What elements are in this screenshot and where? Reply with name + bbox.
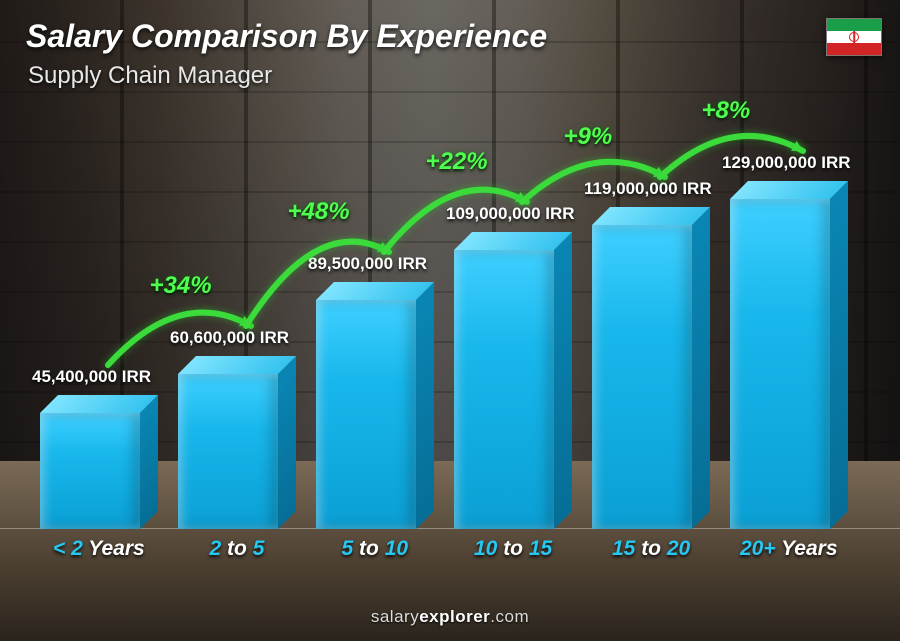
footer-attribution: salaryexplorer.com [0,607,900,627]
footer-prefix: salary [371,607,419,626]
footer-bold: explorer [419,607,490,626]
growth-percentage: +8% [702,97,751,125]
footer-suffix: .com [490,607,529,626]
page-title: Salary Comparison By Experience [26,18,547,55]
page-subtitle: Supply Chain Manager [28,62,272,90]
infographic-stage: Salary Comparison By Experience Supply C… [0,0,900,641]
flag-emblem-icon [849,32,859,42]
bar-chart: 45,400,000 IRR< 2 Years60,600,000 IRR2 t… [30,120,850,551]
growth-arrow-icon [30,120,850,551]
country-flag-iran [826,18,882,56]
